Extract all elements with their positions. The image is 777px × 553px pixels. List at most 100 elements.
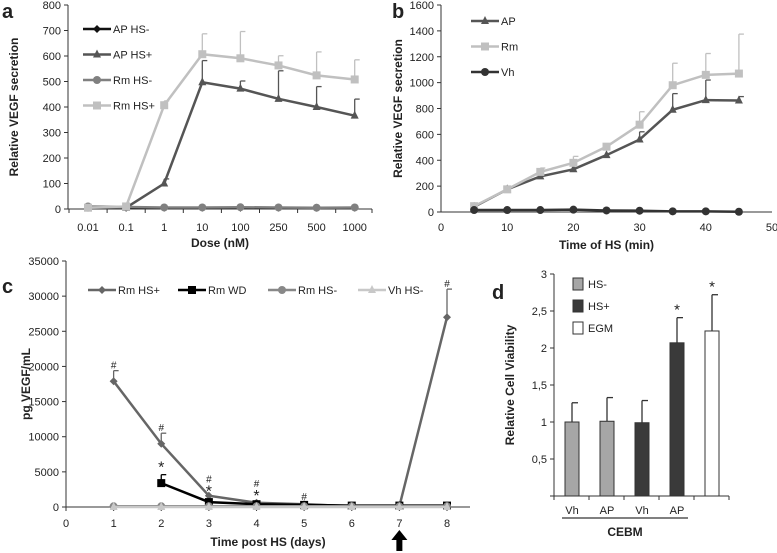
d-legend-swatch	[572, 321, 584, 335]
d-legend-label: HS+	[588, 301, 610, 313]
a-y-tick-label: 300	[43, 128, 61, 140]
c-data-point	[252, 502, 261, 510]
a-legend-marker	[93, 49, 101, 58]
a-data-point	[198, 50, 207, 59]
b-x-tick-label: 10	[501, 222, 513, 234]
b-legend-label: AP	[501, 16, 516, 28]
a-x-tick-label: 10	[196, 222, 208, 234]
c-data-point	[204, 491, 213, 500]
b-legend-label: Rm	[501, 42, 518, 54]
b-x-tick-label: 40	[700, 222, 712, 234]
d-legend-label: EGM	[588, 323, 613, 335]
b-y-tick-label: 1200	[410, 52, 434, 64]
a-x-tick-label: 1000	[342, 222, 366, 234]
a-data-point	[198, 77, 207, 86]
a-data-point	[350, 75, 359, 84]
a-x-tick-label: 0.1	[118, 222, 133, 234]
a-data-point	[274, 93, 283, 102]
b-data-point	[503, 185, 512, 194]
b-y-tick-label: 200	[416, 181, 434, 193]
a-legend-label: AP HS-	[113, 24, 150, 36]
c-y-tick-label: 30000	[28, 291, 59, 303]
b-x-tick-label: 30	[633, 222, 645, 234]
d-legend-swatch	[572, 277, 584, 291]
b-data-point	[569, 158, 578, 167]
b-legend-marker	[481, 42, 489, 51]
a-data-point	[312, 71, 321, 80]
panel-label-c: c	[2, 276, 13, 298]
a-legend-marker	[93, 76, 101, 84]
d-bar-0	[564, 421, 580, 497]
c-significance-mark: #	[254, 479, 260, 490]
c-data-point	[157, 479, 166, 488]
c-y-tick-label: 35000	[28, 256, 59, 268]
a-data-point	[350, 203, 359, 212]
c-y-tick-label: 10000	[28, 432, 59, 444]
panel-label-d: d	[492, 282, 504, 304]
c-legend-marker	[98, 286, 106, 294]
a-data-point	[274, 61, 283, 70]
b-data-point	[569, 205, 578, 214]
a-data-point	[122, 202, 131, 211]
d-bar-2	[634, 422, 650, 497]
b-data-point	[701, 207, 710, 216]
d-y-tick-label: 2,5	[532, 306, 547, 318]
b-data-point	[668, 81, 677, 90]
d-significance-mark: *	[709, 279, 715, 296]
c-legend-marker	[188, 286, 196, 294]
c-significance-mark: #	[206, 475, 212, 486]
d-y-tick-label: 0,5	[532, 454, 547, 466]
c-data-point	[109, 377, 118, 386]
c-series-line-0	[112, 316, 449, 508]
c-x-tick-label: 3	[206, 518, 212, 530]
c-legend-label: Vh HS-	[388, 285, 424, 297]
b-y-axis-label: Relative VEGF secretion	[391, 39, 405, 178]
b-data-point	[536, 206, 545, 215]
b-x-tick-label: 20	[567, 222, 579, 234]
c-data-point	[347, 502, 356, 510]
b-series-line-1	[473, 72, 739, 208]
a-y-tick-label: 200	[43, 153, 61, 165]
c-data-point	[443, 502, 451, 510]
c-data-point	[157, 439, 166, 448]
b-data-point	[536, 167, 545, 176]
panel-label-b: b	[392, 1, 404, 23]
c-y-tick-label: 5000	[35, 467, 59, 479]
c-x-tick-label: 4	[253, 518, 259, 530]
c-x-tick-label: 6	[349, 518, 355, 530]
d-y-tick-label: 1	[541, 417, 547, 429]
c-y-tick-label: 25000	[28, 326, 59, 338]
b-data-point	[701, 95, 710, 104]
a-data-point	[160, 178, 169, 187]
c-data-point	[157, 502, 166, 510]
b-y-tick-label: 600	[416, 129, 434, 141]
c-x-tick-label: 7	[396, 518, 402, 530]
b-data-point	[668, 207, 677, 216]
c-x-tick-label: 1	[111, 518, 117, 530]
b-data-point	[470, 206, 479, 215]
d-x-tick-label: AP	[600, 505, 615, 517]
a-y-tick-label: 800	[43, 0, 61, 12]
b-y-tick-label: 0	[428, 207, 434, 219]
b-legend-marker	[481, 16, 489, 24]
d-x-tick-label: Vh	[565, 505, 578, 517]
a-data-point	[84, 203, 92, 212]
a-data-point	[312, 102, 321, 110]
a-data-point	[236, 83, 245, 92]
c-x-tick-label: 0	[63, 518, 69, 530]
d-bar-3	[669, 342, 685, 497]
c-arrow-icon	[391, 530, 408, 551]
b-data-point	[569, 164, 578, 173]
c-significance-mark: #	[158, 423, 164, 434]
b-y-tick-label: 1600	[410, 0, 434, 12]
d-y-tick-label: 3	[541, 269, 547, 281]
b-data-point	[734, 207, 743, 216]
b-data-point	[734, 95, 743, 104]
d-y-axis-label: Relative Cell Viability	[503, 324, 517, 445]
d-legend-swatch	[572, 299, 584, 313]
d-y-tick-label: 2	[541, 343, 547, 355]
c-significance-mark: #	[301, 492, 307, 503]
c-data-point	[204, 502, 213, 510]
b-y-tick-label: 1000	[410, 78, 434, 90]
